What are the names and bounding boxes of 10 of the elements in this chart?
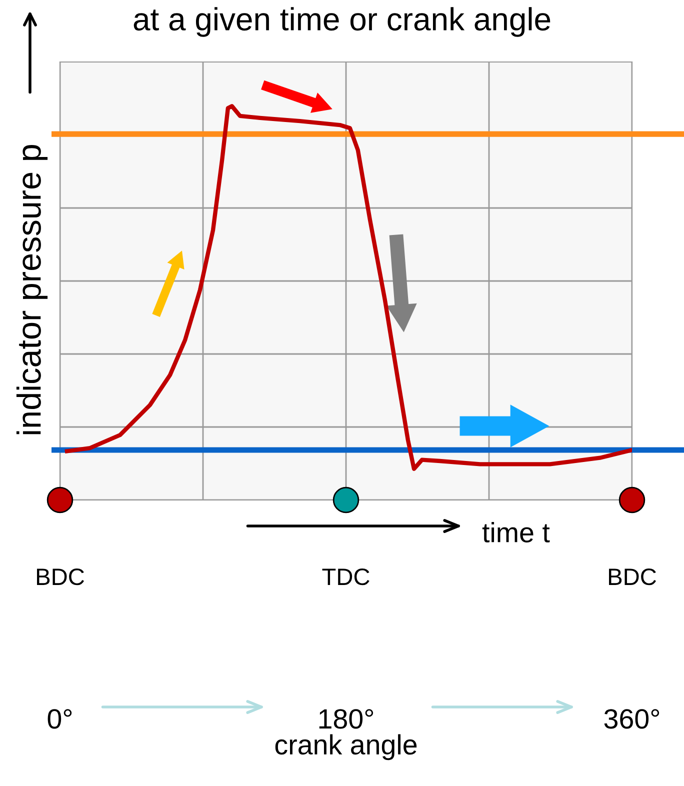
text: time t <box>482 522 550 542</box>
x-axis-title: crank angle <box>275 734 417 760</box>
text: BDC <box>609 568 656 586</box>
text: TDC <box>322 568 370 586</box>
x-tick-label: 0° <box>48 709 72 729</box>
chart-title: at a given time or crank angle <box>134 7 550 37</box>
text: BDC <box>37 568 84 586</box>
y-axis-title: indicator pressure p <box>16 145 48 434</box>
x-tick-label: 180° <box>319 709 374 729</box>
x-tick-label: 360° <box>604 709 660 729</box>
